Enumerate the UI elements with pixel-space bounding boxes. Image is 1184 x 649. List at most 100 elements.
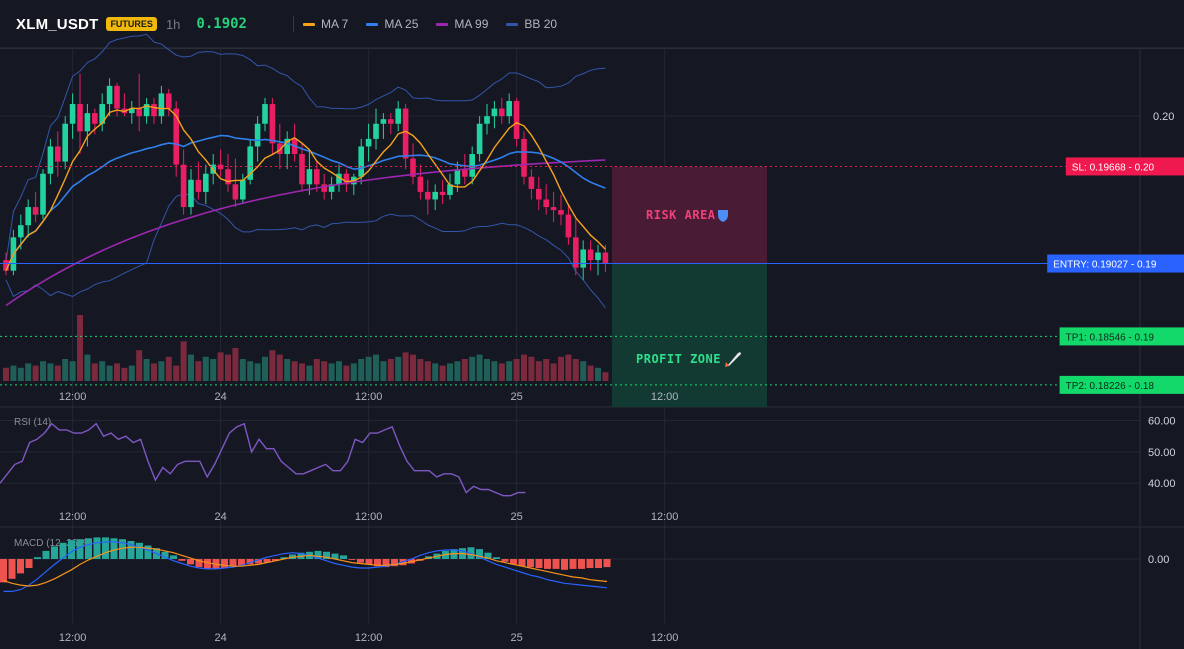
macd-histogram-bar <box>374 559 381 567</box>
volume-bar <box>143 359 150 381</box>
macd-histogram-bar <box>263 559 271 563</box>
macd-histogram-bar <box>544 559 551 569</box>
legend-ma99[interactable]: MA 99 <box>436 17 488 31</box>
level-lines <box>0 165 1140 386</box>
candle-body <box>439 191 446 195</box>
candle-body <box>47 146 54 174</box>
candle <box>602 244 609 273</box>
volume-bar <box>572 359 579 381</box>
candle-body <box>55 146 61 162</box>
volume-bar <box>114 363 120 381</box>
symbol-name[interactable]: XLM_USDT <box>16 15 99 33</box>
volume-bar <box>565 354 572 381</box>
rocket-body <box>728 352 741 366</box>
candle-body <box>69 104 76 124</box>
candle-body <box>462 169 468 177</box>
profit-zone-label: PROFIT ZONE <box>636 352 721 366</box>
candle-body <box>454 169 461 185</box>
candle-body <box>432 191 438 200</box>
candle <box>203 164 209 205</box>
legend-ma25[interactable]: MA 25 <box>366 17 418 31</box>
volume-bar <box>395 356 402 381</box>
candle <box>277 123 283 170</box>
volume-bar <box>306 365 313 381</box>
time-tick-label: 12:00 <box>355 632 383 644</box>
macd-histogram-bar <box>365 559 373 565</box>
candle <box>136 73 142 132</box>
bb-upper-line <box>5 33 606 262</box>
volume-bar <box>476 354 483 381</box>
shield-icon <box>718 210 728 223</box>
macd-histogram-bar <box>552 559 560 569</box>
volume-bar <box>17 367 24 381</box>
candle-body <box>321 184 327 192</box>
volume-bar <box>284 359 291 381</box>
volume-bar <box>232 348 239 381</box>
macd-label: MACD (12, 26, 9) <box>14 538 92 549</box>
candle <box>365 123 372 162</box>
candle <box>180 149 187 215</box>
candle <box>25 199 31 238</box>
macd-histogram-bar <box>510 559 517 565</box>
volume-bar <box>106 365 113 381</box>
macd-histogram-bar <box>348 559 356 560</box>
candle <box>336 164 342 192</box>
volume-bar <box>247 361 254 381</box>
candle <box>558 194 564 226</box>
candle-body <box>573 237 579 268</box>
macd-histogram-bar <box>578 559 585 569</box>
macd-histogram-bar <box>603 559 611 568</box>
timeframe-selector[interactable]: 1h <box>165 16 181 32</box>
candle <box>55 131 61 177</box>
candle-body <box>247 146 253 180</box>
volume-bar <box>210 359 217 381</box>
legend-ma7[interactable]: MA 7 <box>302 17 348 31</box>
candle-body <box>521 138 527 177</box>
price-axis[interactable]: 0.20 <box>1153 111 1174 123</box>
time-tick-label: 25 <box>510 511 522 523</box>
rsi-tick-label: 60.00 <box>1148 416 1176 428</box>
candle-body <box>388 119 394 124</box>
time-tick-label: 12:00 <box>651 391 679 403</box>
candle <box>499 97 505 124</box>
candle <box>484 104 490 135</box>
legend-bb20[interactable]: BB 20 <box>506 17 557 31</box>
volume-bar <box>99 361 106 381</box>
candle-body <box>284 138 290 155</box>
candle <box>240 173 246 205</box>
legend-bb20-swatch <box>506 22 519 26</box>
candle <box>262 97 268 132</box>
candle-body <box>151 104 157 117</box>
macd-histogram-bar <box>178 559 186 561</box>
candle <box>521 131 527 185</box>
futures-badge: FUTURES <box>106 17 157 31</box>
candle <box>388 113 394 135</box>
macd-histogram-bar <box>34 557 41 559</box>
macd-histogram-bar <box>161 551 169 559</box>
volume-bar <box>180 341 187 381</box>
macd-pane: 0.00 <box>0 537 1169 592</box>
volume-bar <box>595 367 601 381</box>
time-tick-label: 12:00 <box>59 511 87 523</box>
candle <box>291 123 298 162</box>
macd-histogram-bar <box>119 539 126 559</box>
candle <box>469 146 475 185</box>
rsi-pane: 60.00 50.00 40.00 <box>0 416 1176 497</box>
candle-body <box>173 108 179 165</box>
candle-body <box>77 104 83 132</box>
candle-body <box>476 123 483 155</box>
macd-histogram-bar <box>8 559 16 579</box>
tp1-tag-bg <box>1059 327 1184 346</box>
candle <box>299 143 305 192</box>
macd-histogram-bar <box>586 559 594 568</box>
time-tick-label: 25 <box>510 391 522 403</box>
candle-body <box>491 108 498 117</box>
candle <box>217 149 224 177</box>
volume-bar <box>313 359 320 381</box>
candle <box>506 93 512 124</box>
macd-histogram-bar <box>255 559 262 564</box>
candle-body <box>425 191 431 200</box>
volume-bar <box>484 359 490 381</box>
candle-body <box>262 104 268 124</box>
